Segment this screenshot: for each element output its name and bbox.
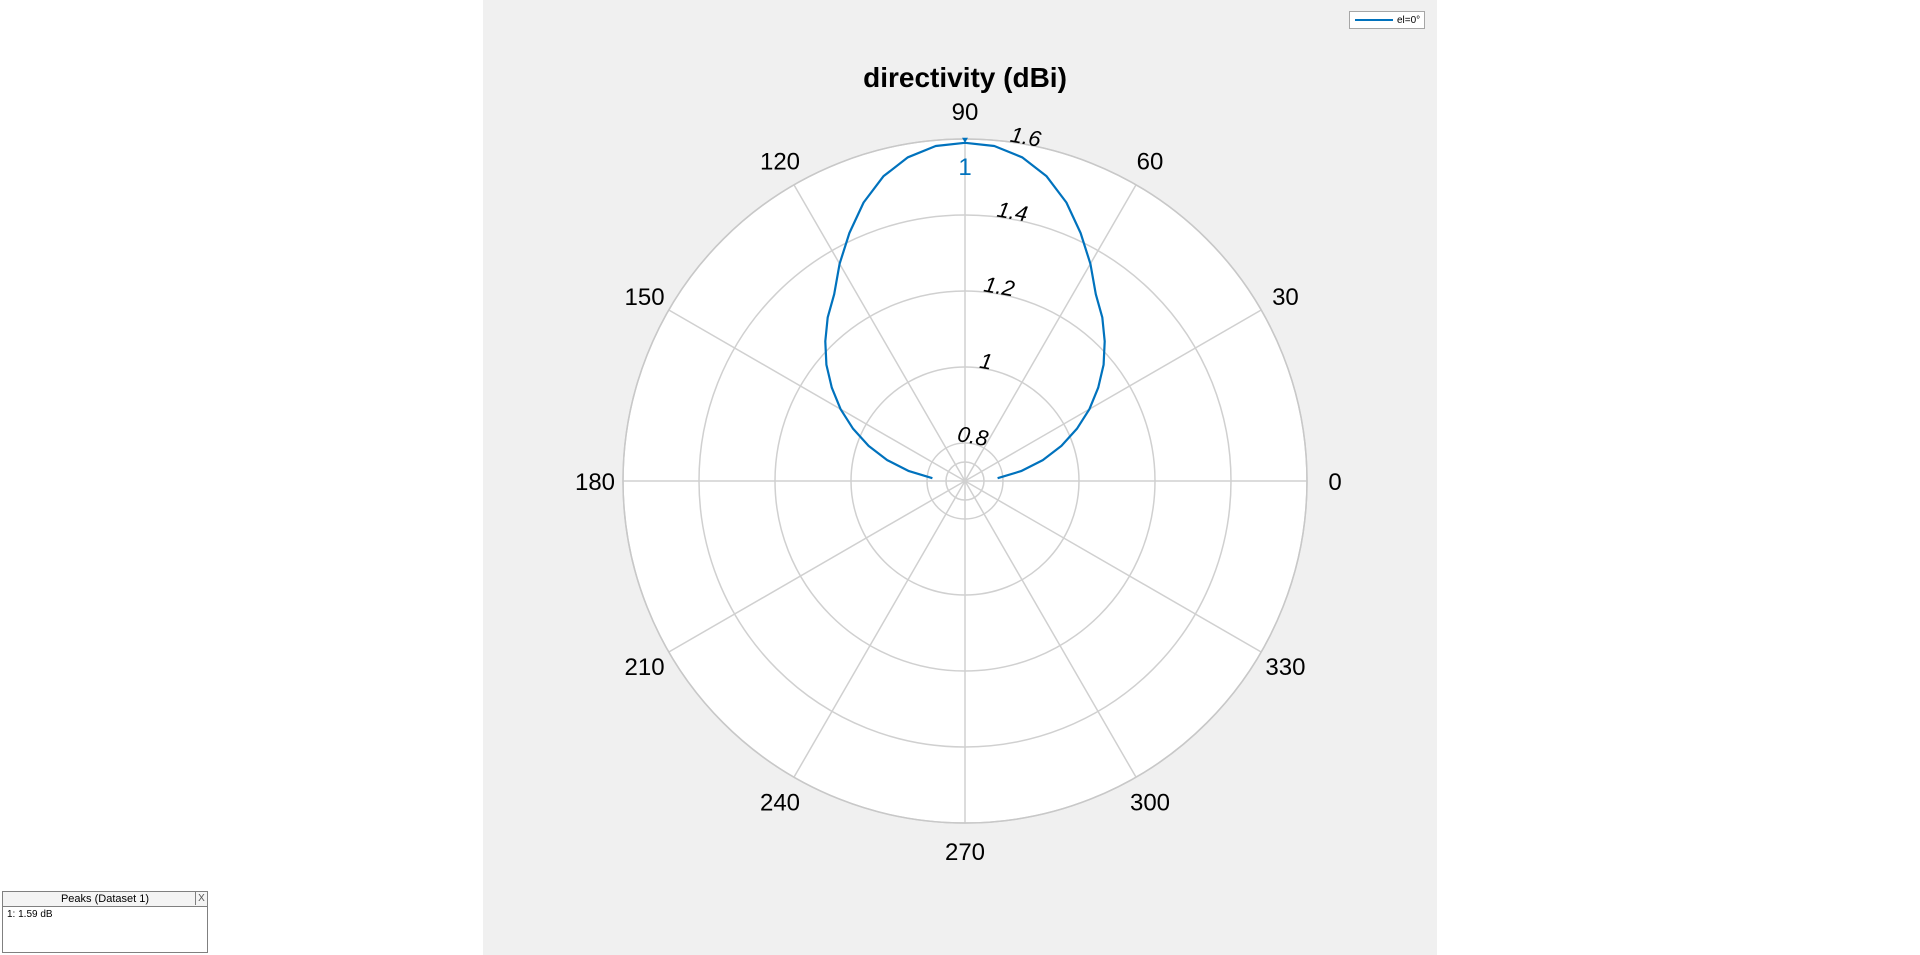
radial-tick-label: 1	[978, 348, 994, 375]
angle-tick-label: 330	[1265, 654, 1305, 681]
angular-gridline	[793, 480, 966, 778]
angle-tick-label: 300	[1130, 789, 1170, 816]
figure-panel: 1 90 60 30 0 330 300 270 240 210 180 150 120 0.8 1 1.2 1…	[483, 0, 1437, 955]
angle-tick-label: 240	[760, 789, 800, 816]
angular-gridline	[793, 184, 966, 482]
legend[interactable]: el=0°	[1349, 11, 1425, 29]
peaks-panel-header: Peaks (Dataset 1) X	[3, 892, 207, 907]
peak-marker	[962, 137, 968, 143]
angular-gridline	[668, 480, 966, 653]
radial-tick-label: 1.6	[1008, 122, 1043, 152]
angle-tick-label: 270	[945, 839, 985, 866]
radial-tick-label: 0.8	[956, 421, 991, 451]
radial-tick-label: 1.4	[995, 197, 1029, 227]
radial-tick-label: 1.2	[982, 272, 1016, 302]
angle-tick-label: 60	[1137, 149, 1164, 176]
angle-tick-label: 0	[1328, 469, 1341, 496]
close-icon[interactable]: X	[195, 892, 207, 905]
angular-gridline	[964, 480, 1262, 653]
peaks-panel: Peaks (Dataset 1) X 1: 1.59 dB	[2, 891, 208, 953]
chart-title: directivity (dBi)	[863, 62, 1067, 93]
angle-tick-label: 210	[625, 654, 665, 681]
peak-entry: 1: 1.59 dB	[7, 909, 53, 920]
legend-label: el=0°	[1397, 14, 1421, 26]
peaks-panel-title: Peaks (Dataset 1)	[60, 893, 150, 905]
angular-gridline	[964, 480, 1137, 778]
angle-tick-label: 120	[760, 149, 800, 176]
angle-tick-label: 150	[625, 284, 665, 311]
angular-gridline	[964, 309, 1262, 482]
angular-gridline	[668, 309, 966, 482]
legend-line-swatch	[1355, 19, 1393, 21]
polar-plot: 190603003303002702402101801501200.811.21…	[575, 62, 1342, 866]
angular-gridline	[964, 184, 1137, 482]
angle-tick-label: 180	[575, 469, 615, 496]
angle-tick-label: 90	[952, 99, 979, 126]
angle-tick-label: 30	[1272, 284, 1299, 311]
peak-marker-label: 1	[958, 154, 971, 181]
